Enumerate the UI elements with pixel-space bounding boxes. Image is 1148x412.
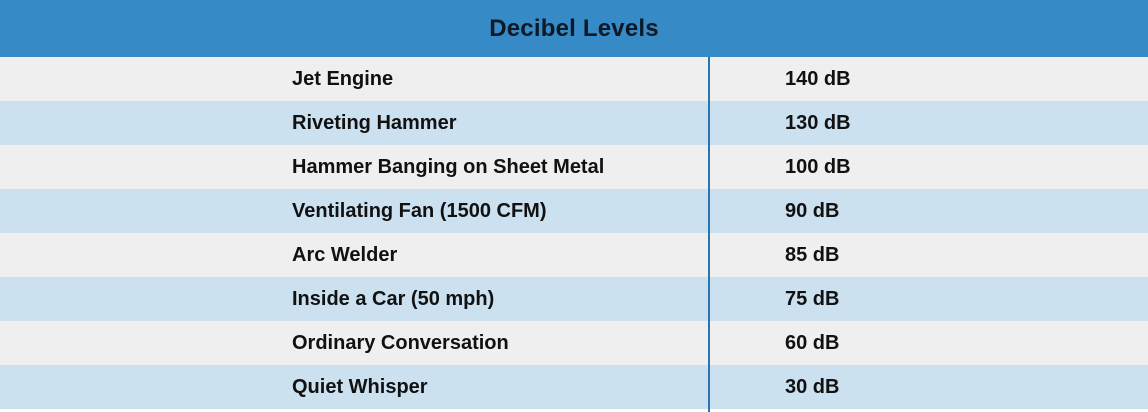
- decibel-value-cell: 100 dB: [785, 156, 851, 178]
- decibel-value-cell: 90 dB: [785, 200, 840, 222]
- decibel-value-cell: 85 dB: [785, 244, 840, 266]
- noise-source-cell: Ordinary Conversation: [292, 332, 509, 354]
- table-row: Inside a Car (50 mph) 75 dB: [0, 277, 1148, 321]
- column-divider: [708, 57, 710, 412]
- table-row: Arc Welder 85 dB: [0, 233, 1148, 277]
- noise-source-cell: Inside a Car (50 mph): [292, 288, 495, 310]
- decibel-value-cell: 60 dB: [785, 332, 840, 354]
- noise-source-cell: Arc Welder: [292, 244, 398, 266]
- table-title: Decibel Levels: [489, 14, 659, 42]
- decibel-value-cell: 75 dB: [785, 288, 840, 310]
- noise-source-cell: Riveting Hammer: [292, 112, 457, 134]
- table-row: Quiet Whisper 30 dB: [0, 365, 1148, 409]
- noise-source-cell: Jet Engine: [292, 68, 394, 90]
- table-row: Riveting Hammer 130 dB: [0, 101, 1148, 145]
- table-row: Hammer Banging on Sheet Metal 100 dB: [0, 145, 1148, 189]
- table-title-bar: Decibel Levels: [0, 0, 1148, 57]
- table-row: Ordinary Conversation 60 dB: [0, 321, 1148, 365]
- decibel-value-cell: 140 dB: [785, 68, 851, 90]
- table-row: Jet Engine 140 dB: [0, 57, 1148, 101]
- decibel-value-cell: 30 dB: [785, 376, 840, 398]
- noise-source-cell: Hammer Banging on Sheet Metal: [292, 156, 605, 178]
- table-row: Ventilating Fan (1500 CFM) 90 dB: [0, 189, 1148, 233]
- noise-source-cell: Ventilating Fan (1500 CFM): [292, 200, 547, 222]
- decibel-value-cell: 130 dB: [785, 112, 851, 134]
- noise-source-cell: Quiet Whisper: [292, 376, 428, 398]
